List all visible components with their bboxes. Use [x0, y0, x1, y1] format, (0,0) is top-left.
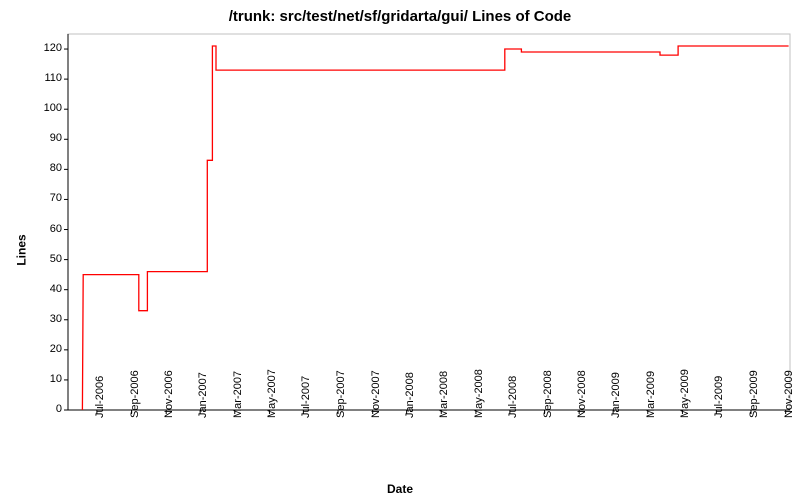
- y-tick: 20: [22, 343, 62, 355]
- y-tick: 0: [22, 403, 62, 415]
- y-tick: 30: [22, 313, 62, 325]
- y-tick: 90: [22, 132, 62, 144]
- y-tick: 70: [22, 192, 62, 204]
- y-tick: 120: [22, 42, 62, 54]
- y-tick: 60: [22, 223, 62, 235]
- y-tick: 100: [22, 102, 62, 114]
- y-tick: 40: [22, 283, 62, 295]
- loc-chart: /trunk: src/test/net/sf/gridarta/gui/ Li…: [0, 0, 800, 500]
- y-tick: 80: [22, 162, 62, 174]
- chart-svg: [0, 0, 800, 500]
- y-tick: 50: [22, 253, 62, 265]
- y-tick: 10: [22, 373, 62, 385]
- y-tick: 110: [22, 72, 62, 84]
